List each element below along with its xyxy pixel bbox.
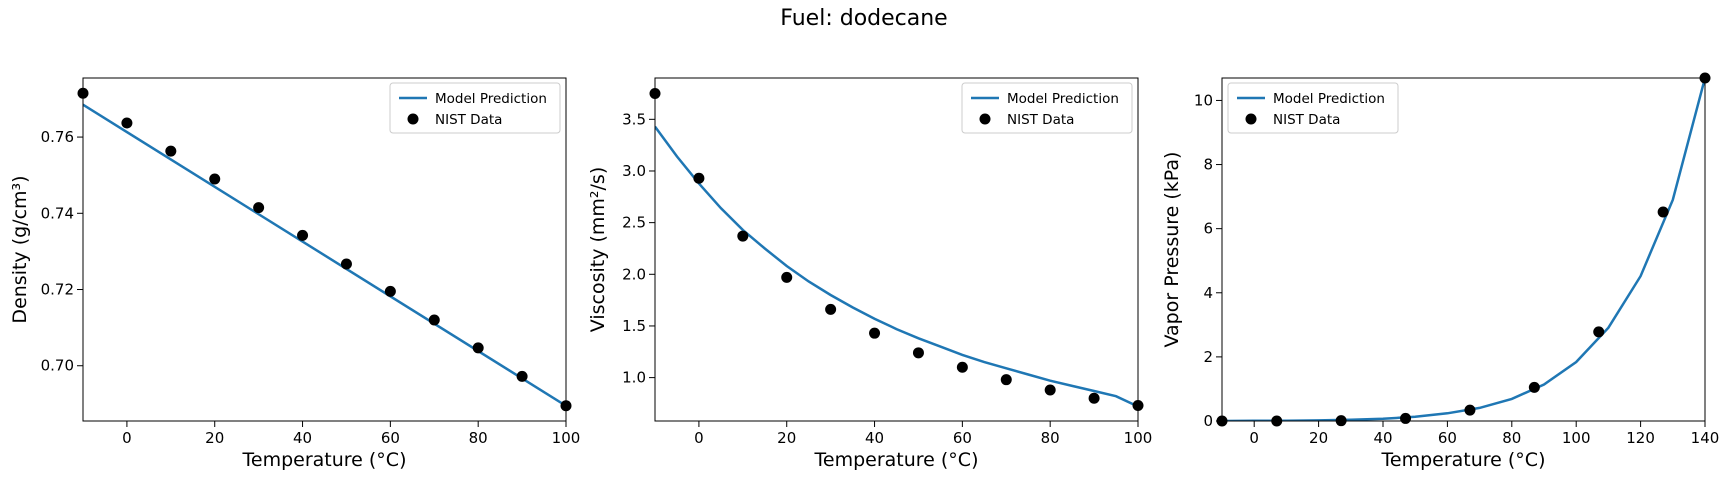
chart3-y-tick-label: 2: [1203, 348, 1213, 366]
chart3-x-tick-label: 80: [1502, 429, 1521, 447]
chart2-nist-data-point: [781, 271, 793, 283]
chart1-legend-label-nist: NIST Data: [435, 112, 502, 128]
chart2-nist-data-point: [737, 230, 749, 242]
chart2-nist-data-point: [956, 361, 968, 373]
chart3-nist-data-point: [1657, 206, 1669, 218]
chart3-x-tick-label: 120: [1626, 429, 1655, 447]
chart3-y-tick-label: 0: [1203, 412, 1213, 430]
chart1-x-tick-label: 80: [469, 429, 488, 447]
chart1-x-tick-label: 0: [122, 429, 132, 447]
chart1-x-tick-label: 40: [293, 429, 312, 447]
chart2-nist-data-point: [912, 347, 924, 359]
chart2-nist-data-point: [825, 303, 837, 315]
chart1-nist-data-point: [297, 229, 309, 241]
chart1-nist-data-point: [384, 285, 396, 297]
chart1-y-tick-label: 0.72: [41, 281, 74, 299]
chart2-x-axis-label: Temperature (°C): [814, 449, 979, 471]
chart2-nist-data-point: [869, 327, 881, 339]
figure-title: Fuel: dodecane: [780, 6, 948, 31]
chart2-nist-data-point: [693, 172, 705, 184]
chart3-y-tick-label: 4: [1203, 284, 1213, 302]
chart1-x-tick-label: 20: [205, 429, 224, 447]
chart1-y-tick-label: 0.70: [41, 357, 74, 375]
chart1-x-tick-label: 60: [381, 429, 400, 447]
chart2-legend-label-model: Model Prediction: [1007, 91, 1119, 107]
chart1-nist-data-point: [472, 342, 484, 354]
chart1-y-axis-label: Density (g/cm³): [9, 175, 31, 323]
chart3-nist-data-point: [1528, 381, 1540, 393]
chart2-x-tick-label: 40: [865, 429, 884, 447]
chart2-x-tick-label: 80: [1041, 429, 1060, 447]
chart1-nist-data-point: [428, 314, 440, 326]
chart2-x-tick-label: 100: [1124, 429, 1153, 447]
chart3-y-axis-label: Vapor Pressure (kPa): [1161, 152, 1183, 348]
chart3-legend-marker-swatch: [1245, 113, 1257, 125]
chart3-y-tick-label: 6: [1203, 220, 1213, 238]
chart1-nist-data-point: [516, 370, 528, 382]
chart3-y-tick-label: 8: [1203, 156, 1213, 174]
chart2-y-tick-label: 2.0: [622, 265, 646, 283]
chart3-x-tick-label: 140: [1691, 429, 1720, 447]
chart1-y-tick-label: 0.74: [41, 204, 74, 222]
chart2-y-tick-label: 1.0: [622, 369, 646, 387]
chart3-x-tick-label: 100: [1562, 429, 1591, 447]
chart1-legend-label-model: Model Prediction: [435, 91, 547, 107]
chart3-x-axis-label: Temperature (°C): [1381, 449, 1546, 471]
chart3-plot-frame: [1221, 77, 1706, 422]
chart3-x-tick-label: 0: [1249, 429, 1259, 447]
chart2-plot-frame: [654, 77, 1139, 422]
chart2-x-tick-label: 20: [777, 429, 796, 447]
chart1-nist-data-point: [253, 202, 265, 214]
chart1-x-axis-label: Temperature (°C): [242, 449, 407, 471]
chart3-legend-label-nist: NIST Data: [1273, 112, 1340, 128]
chart3-x-tick-label: 40: [1373, 429, 1392, 447]
chart3-legend-label-model: Model Prediction: [1273, 91, 1385, 107]
chart2-legend-marker-swatch: [979, 113, 991, 125]
chart3-nist-data-point: [1464, 404, 1476, 416]
chart1-model-prediction-line: [83, 103, 566, 407]
chart2-y-tick-label: 3.0: [622, 162, 646, 180]
chart1-y-tick-label: 0.76: [41, 128, 74, 146]
chart1-legend-box: [389, 82, 561, 134]
chart3-x-tick-label: 20: [1309, 429, 1328, 447]
chart3-x-tick-label: 60: [1438, 429, 1457, 447]
chart2-y-tick-label: 2.5: [622, 214, 646, 232]
chart2-y-tick-label: 1.5: [622, 317, 646, 335]
chart2-x-tick-label: 60: [953, 429, 972, 447]
chart1-nist-data-point: [209, 173, 221, 185]
chart3-nist-data-point: [1400, 412, 1412, 424]
chart1-nist-data-point: [165, 145, 177, 157]
chart3-nist-data-point: [1593, 326, 1605, 338]
chart3-legend-box: [1227, 82, 1399, 134]
chart1-nist-data-point: [121, 117, 133, 129]
chart2-nist-data-point: [1044, 384, 1056, 396]
chart1-plot-frame: [82, 77, 567, 422]
chart2-x-tick-label: 0: [694, 429, 704, 447]
chart2-legend-box: [961, 82, 1133, 134]
chart2-model-prediction-line: [655, 125, 1138, 408]
chart2-nist-data-point: [1088, 392, 1100, 404]
chart2-nist-data-point: [1000, 374, 1012, 386]
chart3-y-tick-label: 10: [1194, 91, 1213, 109]
chart1-legend-marker-swatch: [407, 113, 419, 125]
chart1-x-tick-label: 100: [552, 429, 581, 447]
chart2-y-tick-label: 3.5: [622, 110, 646, 128]
chart2-legend-label-nist: NIST Data: [1007, 112, 1074, 128]
chart1-nist-data-point: [340, 258, 352, 270]
chart2-y-axis-label: Viscosity (mm²/s): [587, 167, 609, 333]
